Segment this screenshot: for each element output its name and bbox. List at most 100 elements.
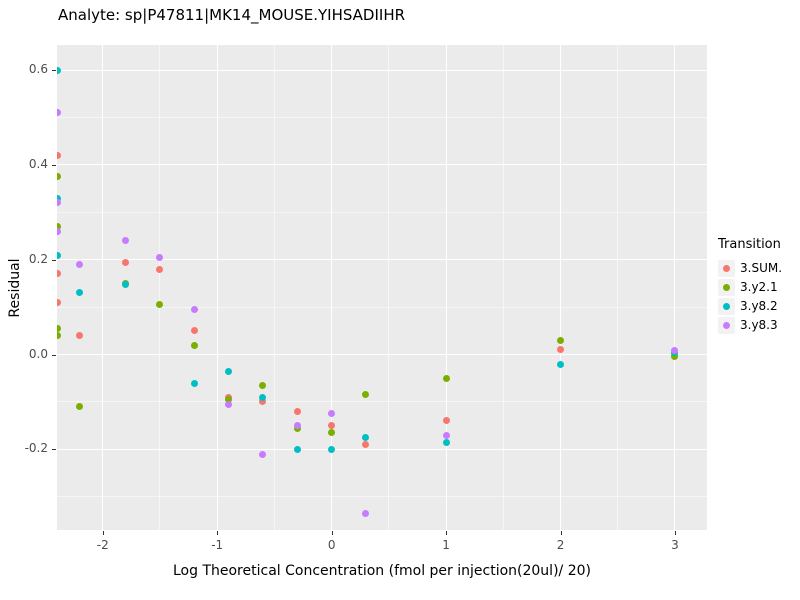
y-tick-label: 0.0 <box>28 346 48 361</box>
data-point <box>190 379 198 387</box>
y-minor-gridline <box>57 401 707 403</box>
data-point <box>122 281 130 289</box>
data-point <box>557 360 565 368</box>
x-minor-gridline <box>502 45 504 530</box>
data-point <box>442 431 450 439</box>
data-point <box>57 66 61 74</box>
legend-swatch-icon <box>723 321 730 329</box>
y-minor-gridline <box>57 117 707 119</box>
data-point <box>76 332 84 340</box>
data-point <box>57 109 61 117</box>
data-point <box>57 151 61 159</box>
legend-swatch-icon <box>723 283 730 291</box>
x-tick-mark <box>560 531 562 535</box>
legend-swatch-icon <box>723 264 730 272</box>
data-point <box>362 434 370 442</box>
data-point <box>328 422 336 430</box>
data-point <box>671 353 679 361</box>
x-gridline <box>560 45 562 530</box>
y-tick-label: 0.2 <box>28 251 48 266</box>
data-point <box>225 367 233 375</box>
legend-items: 3.SUM. 3.y2.1 3.y8.2 3.y8.3 <box>718 259 782 334</box>
x-tick-mark <box>446 531 448 535</box>
y-tick-label: 0.4 <box>28 156 48 171</box>
data-point <box>557 346 565 354</box>
legend-key <box>718 278 735 296</box>
x-tick-mark <box>217 531 219 535</box>
data-point <box>122 237 130 245</box>
y-minor-gridline <box>57 211 707 213</box>
data-point <box>190 306 198 314</box>
x-minor-gridline <box>159 45 161 530</box>
y-tick-mark <box>52 449 56 451</box>
legend-item: 3.SUM. <box>718 259 782 277</box>
data-point <box>156 301 164 309</box>
data-point <box>156 253 164 261</box>
y-minor-gridline <box>57 306 707 308</box>
y-tick-mark <box>52 164 56 166</box>
x-tick-label: -2 <box>96 538 109 552</box>
data-point <box>259 398 267 406</box>
x-tick-mark <box>674 531 676 535</box>
data-point <box>442 374 450 382</box>
x-tick-mark <box>102 531 104 535</box>
data-point <box>328 429 336 437</box>
data-point <box>57 270 61 278</box>
legend-item: 3.y2.1 <box>718 278 782 296</box>
legend-key <box>718 316 735 334</box>
data-point <box>190 327 198 335</box>
x-gridline <box>331 45 333 530</box>
data-point <box>122 258 130 266</box>
x-tick-label: 3 <box>671 538 679 552</box>
legend-item-label: 3.y2.1 <box>740 280 778 294</box>
data-point <box>293 407 301 415</box>
data-point <box>76 403 84 411</box>
legend-title: Transition <box>718 237 781 252</box>
data-point <box>328 410 336 418</box>
data-point <box>362 441 370 449</box>
data-point <box>57 325 61 332</box>
y-gridline <box>57 354 707 356</box>
x-gridline <box>102 45 104 530</box>
legend-item-label: 3.SUM. <box>740 261 783 275</box>
data-point <box>57 194 61 202</box>
y-tick-label: -0.2 <box>24 441 48 456</box>
data-point <box>76 289 84 297</box>
data-point <box>57 298 61 306</box>
y-tick-mark <box>52 354 56 356</box>
y-gridline <box>57 164 707 166</box>
data-point <box>442 417 450 425</box>
data-point <box>557 336 565 344</box>
x-gridline <box>445 45 447 530</box>
data-point <box>259 381 267 389</box>
data-point <box>57 227 61 235</box>
legend-item-label: 3.y8.2 <box>740 299 778 313</box>
data-point <box>442 438 450 446</box>
y-gridline <box>57 448 707 450</box>
data-point <box>156 265 164 273</box>
chart-title: Analyte: sp|P47811|MK14_MOUSE.YIHSADIIHR <box>58 6 406 24</box>
data-point <box>190 341 198 349</box>
x-gridline <box>674 45 676 530</box>
legend-key <box>718 259 735 277</box>
y-axis-title: Residual <box>7 258 23 318</box>
legend-swatch-icon <box>723 302 730 310</box>
data-point <box>293 422 301 430</box>
x-tick-label: 1 <box>442 538 450 552</box>
y-gridline <box>57 69 707 71</box>
data-point <box>259 450 267 458</box>
x-tick-label: -1 <box>211 538 224 552</box>
legend: Transition 3.SUM. 3.y2.1 3.y8.2 3.y8.3 <box>718 237 782 335</box>
y-tick-label: 0.6 <box>28 62 48 77</box>
legend-key <box>718 297 735 315</box>
plot-panel <box>57 45 707 530</box>
data-point <box>76 261 84 268</box>
data-point <box>57 332 61 340</box>
x-tick-label: 2 <box>556 538 565 552</box>
y-minor-gridline <box>57 496 707 498</box>
data-point <box>671 347 679 355</box>
legend-item-label: 3.y8.3 <box>740 318 778 332</box>
data-point <box>57 251 61 259</box>
y-tick-mark <box>52 70 56 72</box>
y-gridline <box>57 259 707 261</box>
